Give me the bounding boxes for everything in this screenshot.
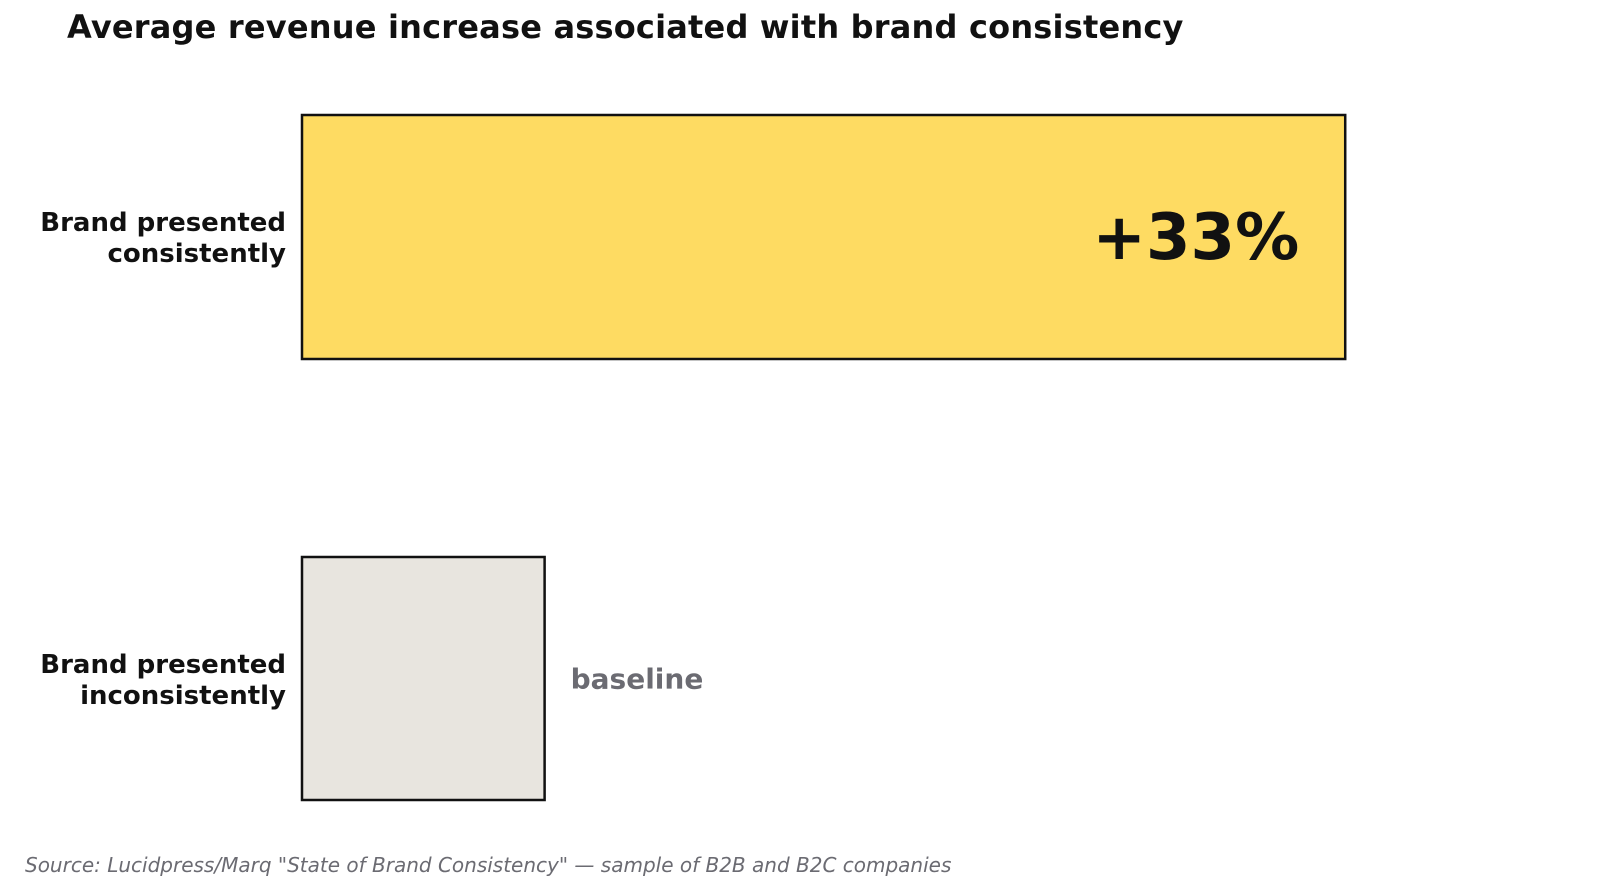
source-note: Source: Lucidpress/Marq "State of Brand …: [25, 853, 952, 877]
bar-inconsistent: [300, 555, 546, 802]
category-label-inconsistent: Brand presented inconsistently: [40, 650, 286, 711]
chart-title: Average revenue increase associated with…: [67, 8, 1184, 46]
category-label-consistent: Brand presented consistently: [40, 208, 286, 269]
data-label-inconsistent: baseline: [571, 663, 704, 696]
data-label-consistent: +33%: [1092, 201, 1299, 275]
bar-consistent: [300, 113, 1347, 361]
